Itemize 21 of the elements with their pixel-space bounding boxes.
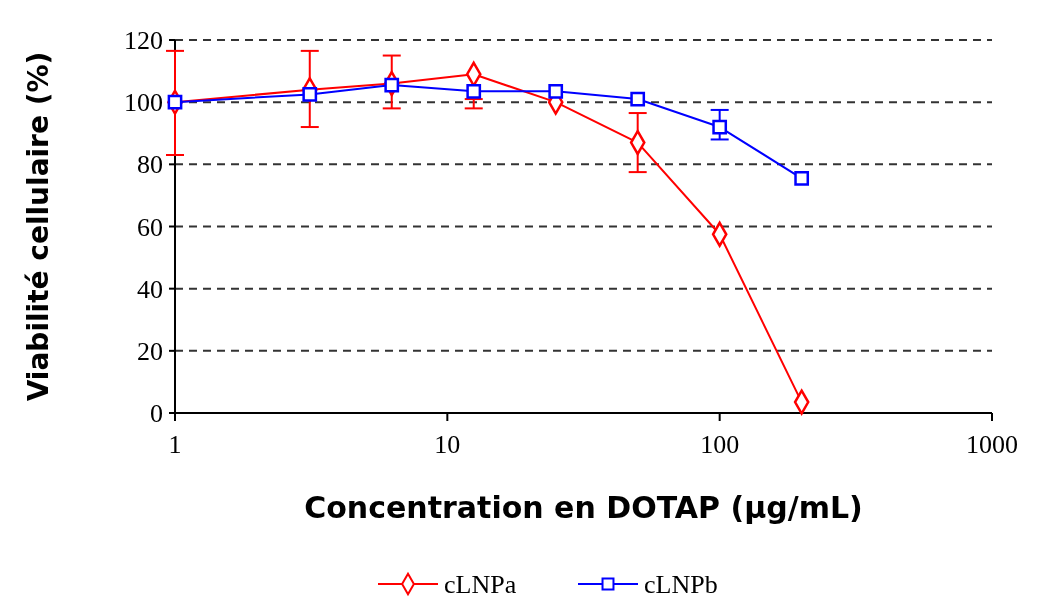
point bbox=[384, 77, 400, 93]
y-tick-label: 40 bbox=[137, 274, 163, 304]
y-tick-label: 0 bbox=[150, 399, 163, 429]
x-tick-label: 100 bbox=[700, 430, 740, 459]
y-tick-label: 100 bbox=[124, 88, 163, 118]
y-tick-label: 80 bbox=[137, 150, 163, 180]
point bbox=[794, 170, 810, 186]
y-tick-label: 20 bbox=[137, 336, 163, 366]
point bbox=[548, 83, 564, 99]
y-tick-label: 60 bbox=[137, 212, 163, 242]
x-tick-label: 1000 bbox=[966, 430, 1018, 459]
y-axis-title: Viabilité cellulaire (%) bbox=[22, 51, 55, 402]
legend-label: cLNPa bbox=[444, 570, 517, 598]
y-tick-label: 120 bbox=[124, 26, 163, 56]
x-tick-label: 10 bbox=[434, 430, 461, 459]
x-axis-title: Concentration en DOTAP (µg/mL) bbox=[304, 490, 863, 525]
point bbox=[630, 91, 646, 107]
point bbox=[466, 83, 482, 99]
x-tick-label: 1 bbox=[168, 430, 182, 459]
point bbox=[712, 119, 728, 135]
legend-label: cLNPb bbox=[644, 570, 718, 598]
